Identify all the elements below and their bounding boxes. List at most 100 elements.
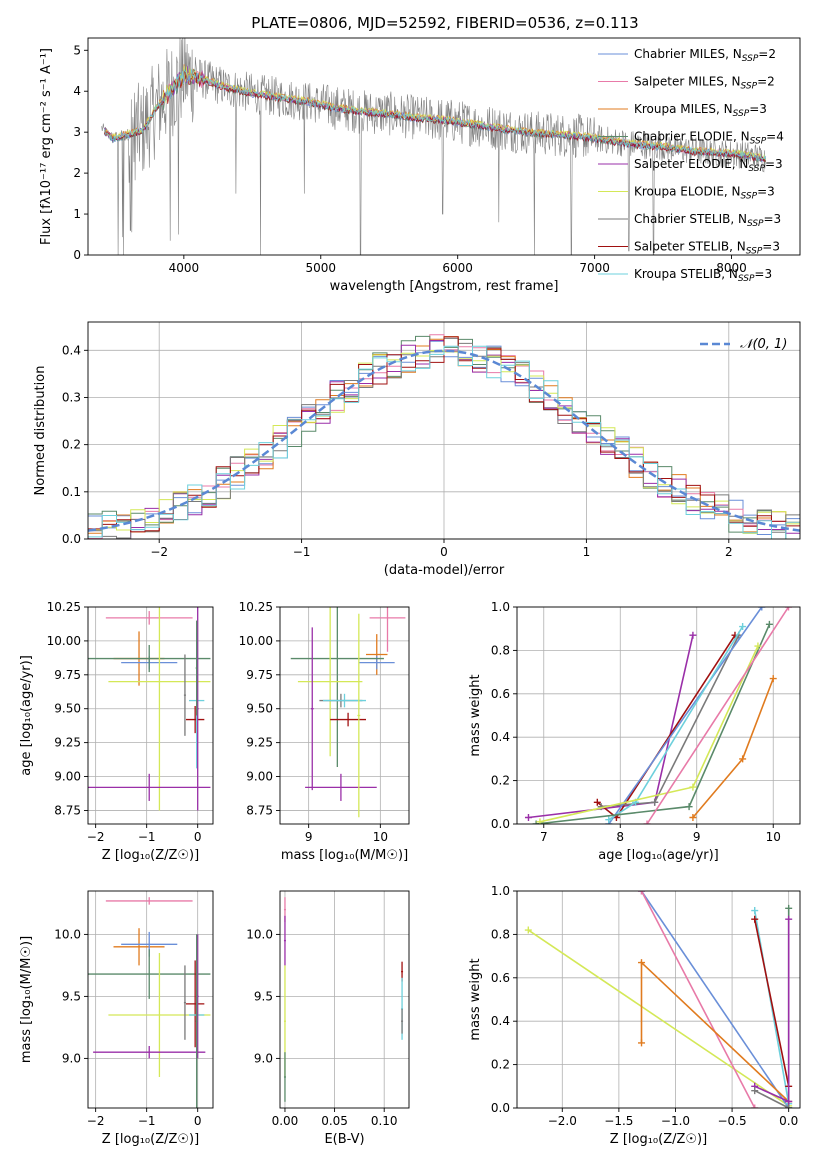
legend-label-text: Kroupa STELIB, N <box>634 267 738 281</box>
weight-marker <box>536 818 544 824</box>
y-tick-label: 9.5 <box>254 989 273 1003</box>
x-tick-label: 0.00 <box>272 1114 299 1128</box>
plot-area <box>88 897 211 1108</box>
plot-area <box>101 38 767 255</box>
y-tick-label: 5 <box>73 43 81 57</box>
x-axis-label: Z [log₁₀(Z/Z☉)] <box>102 848 199 863</box>
x-tick-label: −0.5 <box>718 1114 747 1128</box>
weight-marker <box>689 783 697 791</box>
legend-label-text: Salpeter ELODIE, N <box>634 157 748 171</box>
errorbar-point <box>183 965 186 1040</box>
legend-label-text: Kroupa ELODIE, N <box>634 185 741 199</box>
legend-label-subscript: SSP <box>746 247 763 257</box>
y-tick-label: 9.0 <box>62 1051 81 1065</box>
axes-frame <box>87 606 214 825</box>
errorbar-point <box>88 949 211 999</box>
x-tick-label: 0.0 <box>779 1114 798 1128</box>
errorbar-point <box>305 773 377 801</box>
legend-label-text: Chabrier MILES, N <box>634 47 742 61</box>
y-axis-label: Normed distribution <box>33 366 48 496</box>
weight-marker <box>532 820 540 824</box>
y-tick-label: 10.00 <box>47 634 81 648</box>
errorbar-point <box>108 607 211 811</box>
errorbar-point <box>88 644 211 673</box>
weight-series <box>638 891 793 1108</box>
x-axis-label: Z [log₁₀(Z/Z☉)] <box>610 1132 707 1147</box>
errorbar-point <box>357 613 361 818</box>
weight-series <box>536 642 762 824</box>
plot-area <box>88 607 211 811</box>
y-tick-label: 0.2 <box>491 774 510 788</box>
y-tick-label: 10.0 <box>54 927 81 941</box>
y-tick-label: 9.50 <box>246 702 273 716</box>
y-tick-label: 0.4 <box>62 343 81 357</box>
y-tick-label: 10.25 <box>239 600 273 614</box>
errorbar-point <box>88 773 211 801</box>
weight-marker <box>739 623 747 631</box>
y-axis-label: Flux [fλ10⁻¹⁷ erg cm⁻² s⁻¹ A⁻¹] <box>39 48 54 245</box>
y-tick-label: 10.00 <box>239 634 273 648</box>
weight-line <box>753 910 790 1104</box>
weight-marker <box>751 1104 759 1108</box>
weight-line <box>754 1089 790 1108</box>
legend-label: Chabrier MILES, NSSP=2 <box>634 47 776 64</box>
y-tick-label: 0.0 <box>491 1101 510 1115</box>
chart-mass-vs-Z: −2 −1 0 9.0 9.5 10.0 Z [log₁₀(Z/Z☉)] mass [log₁… <box>19 890 214 1147</box>
legend-label-subscript: SSP <box>741 192 758 202</box>
y-axis-label: mass weight <box>468 958 483 1040</box>
x-tick-label: 10 <box>373 830 388 844</box>
legend-label-subscript: SSP <box>750 137 767 147</box>
weight-series <box>751 915 793 1105</box>
errorbar-point <box>105 897 193 905</box>
weight-marker <box>638 891 646 895</box>
x-tick-label: 0.05 <box>321 1114 348 1128</box>
legend-label-count: =3 <box>749 102 767 116</box>
x-tick-label: 7 <box>540 830 548 844</box>
legend: 𝒩(0, 1) <box>700 337 787 352</box>
x-tick-label: 9 <box>693 830 701 844</box>
x-tick-label: 0 <box>194 1114 202 1128</box>
x-tick-label: 6000 <box>442 261 473 275</box>
weight-marker <box>758 607 766 611</box>
weight-marker <box>524 926 532 934</box>
weight-line <box>536 624 771 824</box>
y-tick-label: 9.25 <box>246 736 273 750</box>
weight-marker <box>605 816 613 824</box>
legend-label: Chabrier ELODIE, NSSP=4 <box>634 130 784 147</box>
axes-frame <box>87 37 801 256</box>
x-tick-label: 8 <box>616 830 624 844</box>
y-tick-label: 9.75 <box>54 668 81 682</box>
y-tick-label: 0.4 <box>491 730 510 744</box>
errorbar-point <box>105 611 193 625</box>
spectrum-data-line <box>101 38 766 255</box>
y-tick-label: 0.6 <box>491 687 510 701</box>
chart-age-vs-Z: −2 −1 0 8.75 9.00 9.25 9.50 9.75 10.00 10.25 Z [lo… <box>19 600 214 863</box>
y-tick-label: 0.6 <box>491 971 510 985</box>
legend-label-text: Chabrier STELIB, N <box>634 212 747 226</box>
x-axis-label: mass [log₁₀(M/M☉)] <box>281 848 408 863</box>
x-tick-label: −2.0 <box>548 1114 577 1128</box>
axes-frame <box>516 890 801 1109</box>
x-axis-label: (data-model)/error <box>384 563 505 578</box>
weight-line <box>539 645 759 823</box>
legend-label: Kroupa ELODIE, NSSP=3 <box>634 185 775 202</box>
x-tick-label: 7000 <box>579 261 610 275</box>
legend-label: 𝒩(0, 1) <box>740 337 787 352</box>
x-tick-label: 0 <box>194 830 202 844</box>
weight-marker <box>751 915 759 923</box>
weight-marker <box>785 1097 793 1105</box>
x-tick-label: −1 <box>138 830 156 844</box>
axes-frame <box>87 890 214 1109</box>
y-tick-label: 0.2 <box>62 438 81 452</box>
x-axis-label: age [log₁₀(age/yr)] <box>598 848 719 863</box>
legend-label: Kroupa STELIB, NSSP=3 <box>634 267 772 284</box>
y-tick-label: 1.0 <box>491 884 510 898</box>
axes-frame <box>279 606 410 825</box>
weight-marker <box>689 813 697 821</box>
weight-series <box>751 915 793 1090</box>
weight-marker <box>638 1039 646 1047</box>
y-tick-label: 9.00 <box>246 770 273 784</box>
weight-series <box>638 959 793 1105</box>
weight-series <box>689 675 777 821</box>
